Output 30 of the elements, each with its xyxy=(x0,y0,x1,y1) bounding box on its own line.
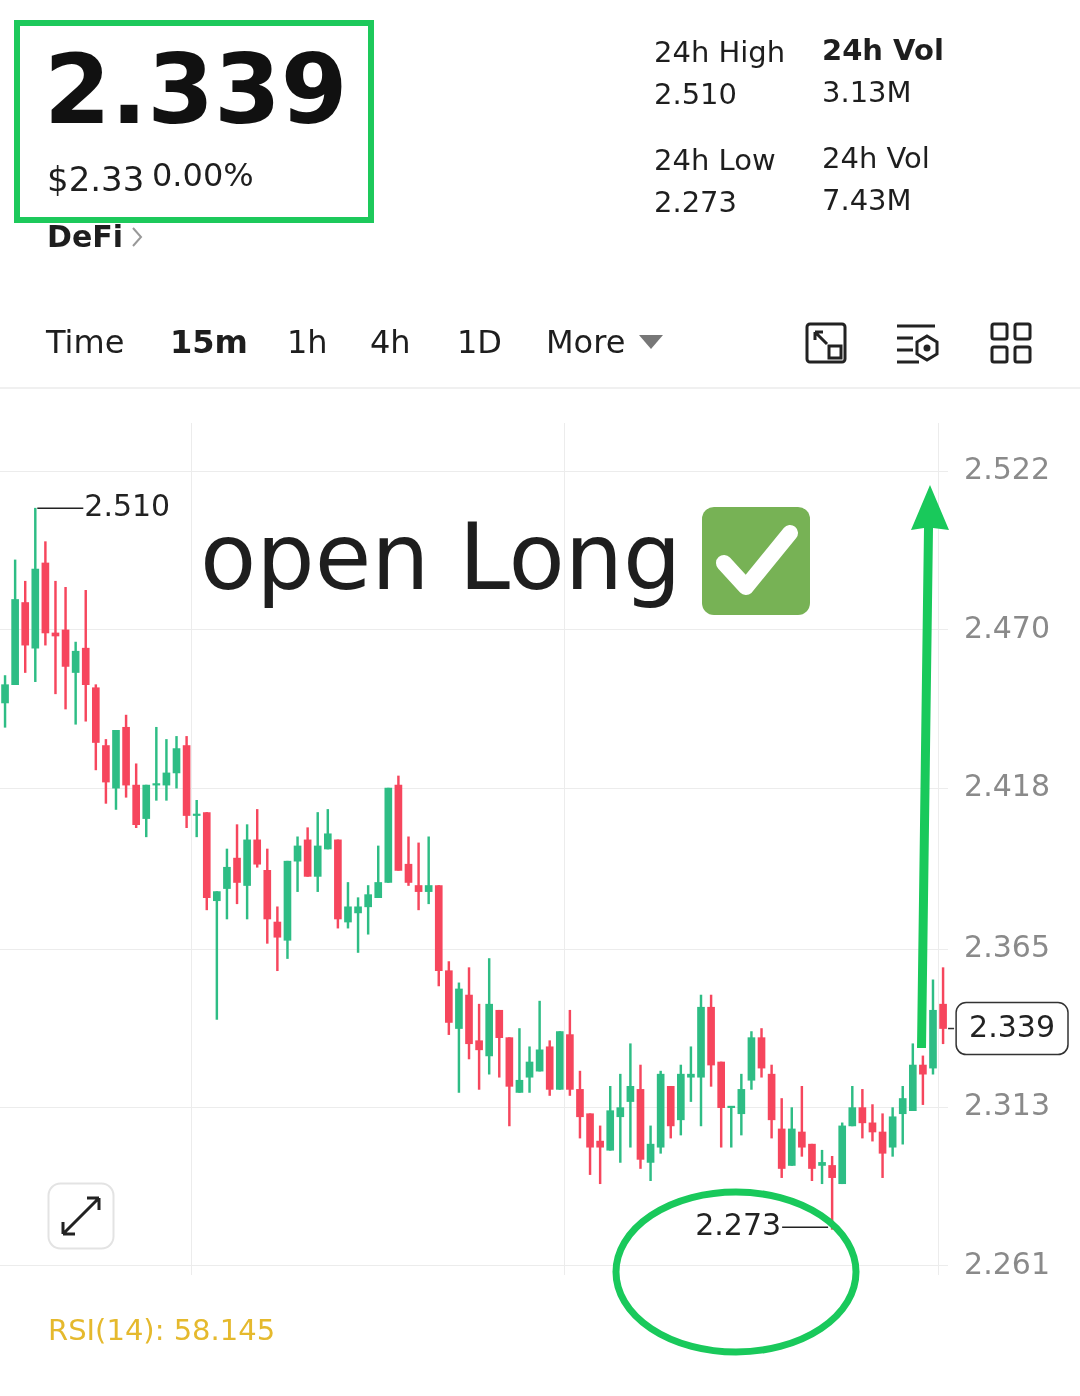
annotation: 2.273 xyxy=(695,1207,782,1243)
y-tick-label: 2.418 xyxy=(964,767,1051,803)
text: 2.273 xyxy=(654,185,738,220)
annotation: 2.510 xyxy=(84,488,171,523)
text: 4h xyxy=(370,323,411,361)
text: DeFi xyxy=(47,219,124,255)
y-tick-label: 2.313 xyxy=(964,1087,1051,1123)
y-tick-label: 2.365 xyxy=(964,929,1051,965)
text: 24h High xyxy=(654,35,786,70)
text: 24h Vol xyxy=(822,33,944,68)
y-tick-label: 2.261 xyxy=(964,1245,1051,1281)
text: 2.510 xyxy=(654,77,738,112)
ref-line-label: 2.339 xyxy=(969,1009,1056,1045)
text: Time xyxy=(46,323,125,361)
text: 24h Low xyxy=(654,143,776,178)
y-tick-label: 2.522 xyxy=(964,451,1051,487)
annotation: open Long xyxy=(200,504,682,611)
text: $2.33 xyxy=(47,159,145,200)
text: RSI(14): 58.145 xyxy=(48,1313,276,1348)
candlestick xyxy=(384,787,393,883)
chart-title: 2.339 xyxy=(44,34,348,146)
text: 15m xyxy=(170,323,248,361)
y-tick-label: 2.470 xyxy=(964,609,1051,645)
text: 0.00% xyxy=(152,156,254,194)
text: 3.13M xyxy=(822,75,912,110)
text: 1h xyxy=(287,323,328,361)
text: 24h Vol xyxy=(822,141,930,176)
text: 1D xyxy=(457,323,502,361)
text: 7.43M xyxy=(822,183,912,218)
text: More xyxy=(546,323,626,361)
